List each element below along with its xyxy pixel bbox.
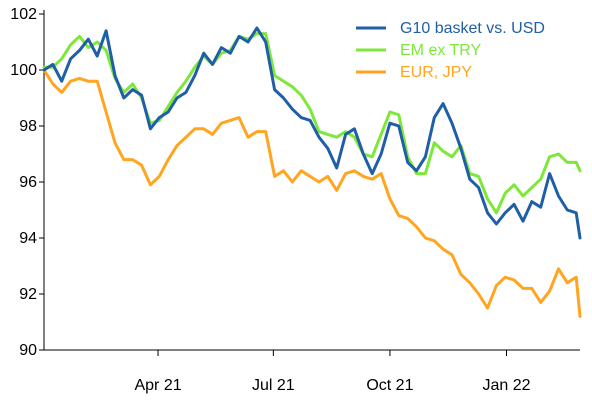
x-axis: Apr 21 Jul 21 Oct 21 Jan 22 [44,349,580,394]
legend-label: G10 basket vs. USD [400,20,545,37]
y-tick-label: 90 [19,342,37,359]
y-tick-label: 98 [19,118,37,135]
y-tick-label: 102 [10,6,37,23]
x-tick-label: Jul 21 [252,377,295,394]
y-tick-label: 94 [19,230,37,247]
x-tick-label: Jan 22 [482,377,530,394]
legend-label: EM ex TRY [400,42,482,59]
series-line-eur-jpy [42,68,582,318]
y-tick-label: 96 [19,174,37,191]
legend-item: G10 basket vs. USD [356,20,545,37]
series-layer [42,26,582,318]
legend: G10 basket vs. USD EM ex TRY EUR, JPY [356,20,545,81]
y-tick-label: 100 [10,62,37,79]
legend-label: EUR, JPY [400,64,472,81]
x-tick-label: Oct 21 [366,377,413,394]
y-axis: 90 92 94 96 98 100 102 [10,6,45,359]
y-tick-label: 92 [19,286,37,303]
legend-item: EUR, JPY [356,64,472,81]
series-line-em-ex-try [42,32,582,215]
legend-item: EM ex TRY [356,42,482,59]
x-tick-label: Apr 21 [134,377,181,394]
series-line-g10-basket-vs-usd [42,26,582,240]
